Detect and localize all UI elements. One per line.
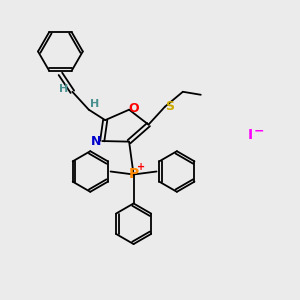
Text: P: P (128, 167, 139, 182)
Text: +: + (137, 162, 145, 172)
Text: H: H (59, 84, 69, 94)
Text: N: N (91, 134, 101, 148)
Text: O: O (128, 102, 139, 115)
Text: S: S (165, 100, 174, 113)
Text: H: H (89, 99, 99, 109)
Text: −: − (254, 125, 264, 138)
Text: I: I (248, 128, 253, 142)
